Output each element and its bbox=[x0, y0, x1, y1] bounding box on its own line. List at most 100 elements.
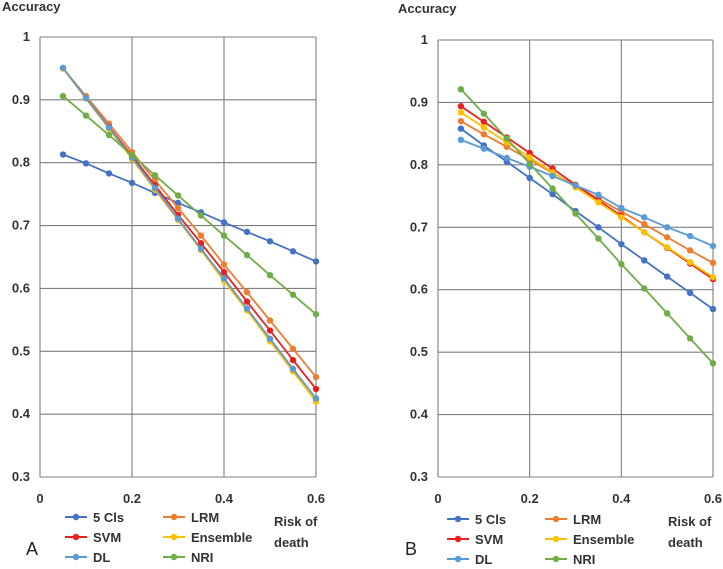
y-tick-label: 0.4 bbox=[410, 407, 429, 422]
legend-label: 5 Cls bbox=[475, 512, 506, 527]
data-point bbox=[174, 204, 182, 212]
data-point bbox=[197, 232, 205, 239]
legend-marker bbox=[454, 515, 462, 523]
data-point bbox=[266, 238, 274, 245]
data-point bbox=[709, 242, 717, 250]
series-line bbox=[460, 127, 714, 310]
data-point bbox=[151, 184, 159, 192]
data-point bbox=[82, 160, 90, 167]
data-point bbox=[457, 102, 465, 110]
data-point bbox=[641, 214, 648, 221]
data-point bbox=[709, 259, 717, 267]
x-tick-label: 0 bbox=[434, 491, 441, 506]
legend-item: DL bbox=[447, 552, 492, 567]
data-point bbox=[105, 131, 113, 139]
legend-label: LRM bbox=[573, 512, 601, 527]
data-point bbox=[457, 117, 465, 125]
data-point bbox=[151, 172, 159, 179]
data-point bbox=[197, 245, 205, 253]
legend-item: 5 Cls bbox=[65, 510, 124, 525]
data-point bbox=[312, 385, 320, 393]
data-point bbox=[243, 251, 251, 259]
y-tick-label: 1 bbox=[23, 29, 30, 44]
data-point bbox=[663, 224, 671, 231]
x-tick-label: 0.2 bbox=[123, 491, 141, 506]
data-point bbox=[312, 395, 320, 402]
data-point bbox=[197, 212, 205, 219]
data-point bbox=[641, 257, 648, 264]
data-point bbox=[663, 244, 671, 251]
data-point bbox=[663, 310, 671, 317]
data-point bbox=[266, 272, 274, 279]
legend-item: Ensemble bbox=[163, 530, 252, 545]
x-axis-title: Risk of bbox=[274, 514, 318, 529]
data-point bbox=[243, 228, 251, 236]
data-point bbox=[128, 151, 136, 159]
y-tick-label: 0.9 bbox=[12, 92, 30, 107]
x-tick-label: 0.2 bbox=[521, 491, 539, 506]
data-point bbox=[572, 210, 579, 217]
y-tick-label: 0.7 bbox=[12, 218, 30, 233]
legend-label: DL bbox=[93, 550, 110, 565]
legend-item: LRM bbox=[163, 510, 219, 525]
data-point bbox=[220, 232, 228, 239]
x-axis-title: death bbox=[274, 535, 309, 550]
data-point bbox=[618, 260, 625, 268]
data-point bbox=[128, 179, 136, 187]
data-point bbox=[618, 240, 625, 248]
panel-label: A bbox=[26, 539, 38, 559]
y-tick-label: 0.6 bbox=[410, 282, 428, 297]
data-point bbox=[709, 360, 717, 367]
data-point bbox=[549, 190, 556, 198]
x-tick-label: 0.4 bbox=[612, 491, 631, 506]
data-point bbox=[220, 275, 228, 282]
y-tick-label: 0.3 bbox=[410, 469, 428, 484]
data-point bbox=[526, 160, 533, 167]
x-tick-label: 0 bbox=[36, 491, 43, 506]
data-point bbox=[174, 192, 182, 199]
data-point bbox=[595, 191, 602, 199]
data-point bbox=[663, 273, 671, 280]
data-point bbox=[595, 224, 602, 231]
data-point bbox=[289, 291, 297, 298]
data-point bbox=[220, 219, 228, 226]
y-tick-label: 0.6 bbox=[12, 280, 30, 295]
legend-label: 5 Cls bbox=[93, 510, 124, 525]
legend-item: LRM bbox=[545, 512, 601, 527]
data-point bbox=[526, 174, 533, 182]
y-tick-label: 0.5 bbox=[12, 343, 30, 358]
legend-marker bbox=[454, 555, 462, 563]
legend-item: Ensemble bbox=[545, 532, 634, 547]
legend-marker bbox=[552, 515, 560, 523]
legend-marker bbox=[72, 533, 80, 541]
series-line bbox=[460, 111, 714, 278]
data-point bbox=[503, 135, 510, 142]
chart-panel-a: 0.3 0.4 0.5 0.6 0.7 0.8 0.9 1 0 0.2 0.4 0.6 Accuracy… bbox=[2, 0, 325, 565]
data-point bbox=[641, 220, 648, 228]
data-point bbox=[686, 232, 694, 240]
data-point bbox=[266, 317, 274, 324]
legend-label: Ensemble bbox=[573, 532, 634, 547]
series-line bbox=[62, 153, 317, 263]
data-point bbox=[59, 64, 67, 72]
y-tick-label: 0.3 bbox=[12, 469, 30, 484]
data-point bbox=[174, 215, 182, 222]
data-point bbox=[641, 229, 648, 236]
data-point bbox=[526, 154, 533, 161]
x-tick-label: 0.6 bbox=[704, 491, 722, 506]
legend-label: LRM bbox=[191, 510, 219, 525]
data-point bbox=[641, 285, 648, 292]
data-point bbox=[457, 109, 465, 116]
data-point bbox=[174, 199, 182, 207]
y-tick-label: 0.8 bbox=[410, 157, 428, 172]
legend-marker bbox=[72, 553, 80, 561]
y-tick-label: 0.5 bbox=[410, 344, 428, 359]
series-line bbox=[460, 139, 714, 247]
data-point bbox=[618, 204, 625, 212]
legend-item: NRI bbox=[163, 550, 213, 565]
data-point bbox=[289, 345, 297, 352]
data-point bbox=[312, 373, 320, 381]
series-dl bbox=[457, 136, 717, 250]
data-point bbox=[595, 199, 602, 206]
legend-label: SVM bbox=[93, 530, 121, 545]
